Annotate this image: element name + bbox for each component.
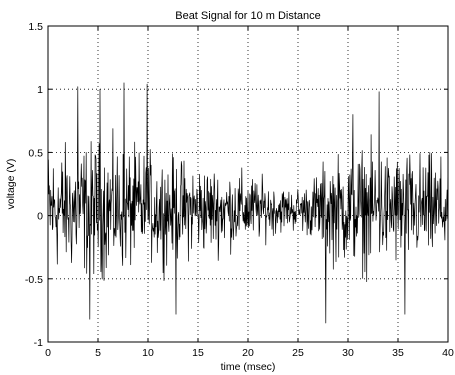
- x-axis-label: time (msec): [221, 361, 276, 373]
- x-tick-label: 5: [95, 347, 101, 359]
- y-tick-label: -0.5: [25, 274, 43, 286]
- x-tick-label: 40: [442, 347, 454, 359]
- x-tick-label: 0: [45, 347, 51, 359]
- x-tick-label: 30: [342, 347, 354, 359]
- x-tick-label: 35: [392, 347, 404, 359]
- x-tick-label: 20: [242, 347, 254, 359]
- x-tick-label: 25: [292, 347, 304, 359]
- data-layer: [47, 82, 449, 324]
- y-tick-label: 0: [37, 211, 43, 223]
- x-tick-label: 10: [142, 347, 154, 359]
- signal-trace: [47, 82, 449, 324]
- y-tick-label: 1: [37, 84, 43, 96]
- x-tick-label: 15: [192, 347, 204, 359]
- y-tick-label: -1: [34, 337, 43, 349]
- ticks: 0 5 10 15 20 25 30 35 40 -1 -0.5 0 0.5 1 1.5: [25, 21, 454, 359]
- y-axis-label: voltage (V): [5, 159, 17, 210]
- chart-title: Beat Signal for 10 m Distance: [175, 10, 321, 22]
- y-tick-label: 0.5: [28, 147, 43, 159]
- y-tick-label: 1.5: [28, 21, 43, 33]
